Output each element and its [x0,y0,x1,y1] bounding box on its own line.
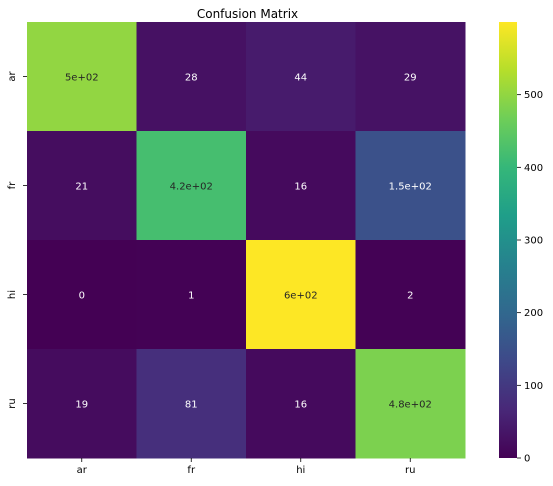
cell-annotation: 4.8e+02 [389,400,432,411]
heatmap-cell [355,349,466,459]
y-tick-label: hi [7,290,18,299]
colorbar-tick-label: 500 [524,90,543,101]
y-tick-label: ru [7,398,18,408]
y-tick-label: ar [7,70,18,81]
cell-annotation: 4.2e+02 [170,182,213,193]
cell-annotation: 16 [294,182,307,193]
cell-annotations: 5e+02 28 44 29 21 4.2e+02 16 1.5e+02 0 1 6e+02 2 19 8… [65,73,432,411]
heatmap-cell [246,349,356,459]
colorbar-tick-label: 300 [524,236,543,247]
heatmap-cell [27,349,137,459]
cell-annotation: 0 [79,291,85,302]
heatmap-cell [136,349,247,459]
colorbar-gradient [499,22,517,458]
cell-annotation: 19 [75,400,88,411]
cell-annotation: 44 [294,73,307,84]
heatmap-cell [136,22,247,132]
heatmap-cell [246,22,356,132]
cell-annotation: 1 [188,291,194,302]
heatmap-cell [355,22,466,132]
x-tick-label: ar [77,465,88,476]
colorbar-tick-label: 0 [524,454,530,465]
heatmap-cell [246,240,356,350]
colorbar: 0 100 200 300 400 500 [499,22,543,465]
heatmap-cell [136,240,247,350]
y-tick-label: fr [7,181,18,190]
heatmap-cell [27,240,137,350]
cell-annotation: 16 [294,400,307,411]
cell-annotation: 6e+02 [284,291,318,302]
colorbar-tick-label: 400 [524,163,543,174]
cell-annotation: 5e+02 [65,73,99,84]
heatmap-cell [355,131,466,241]
heatmap-cell [27,131,137,241]
heatmap-cell [136,131,247,241]
colorbar-tick-label: 200 [524,308,543,319]
x-tick-label: ru [405,465,415,476]
chart-title: Confusion Matrix [197,7,298,21]
x-tick-label: hi [296,465,305,476]
heatmap-cells [27,22,466,459]
cell-annotation: 81 [185,400,198,411]
x-tick-label: fr [187,465,196,476]
cell-annotation: 21 [75,182,88,193]
heatmap-cell [355,240,466,350]
heatmap-cell [246,131,356,241]
cell-annotation: 28 [185,73,198,84]
cell-annotation: 2 [407,291,413,302]
axes: ar fr hi ru ar fr hi ru [7,70,415,476]
cell-annotation: 1.5e+02 [389,182,432,193]
colorbar-tick-label: 100 [524,381,543,392]
cell-annotation: 29 [404,73,417,84]
heatmap-cell [27,22,137,132]
